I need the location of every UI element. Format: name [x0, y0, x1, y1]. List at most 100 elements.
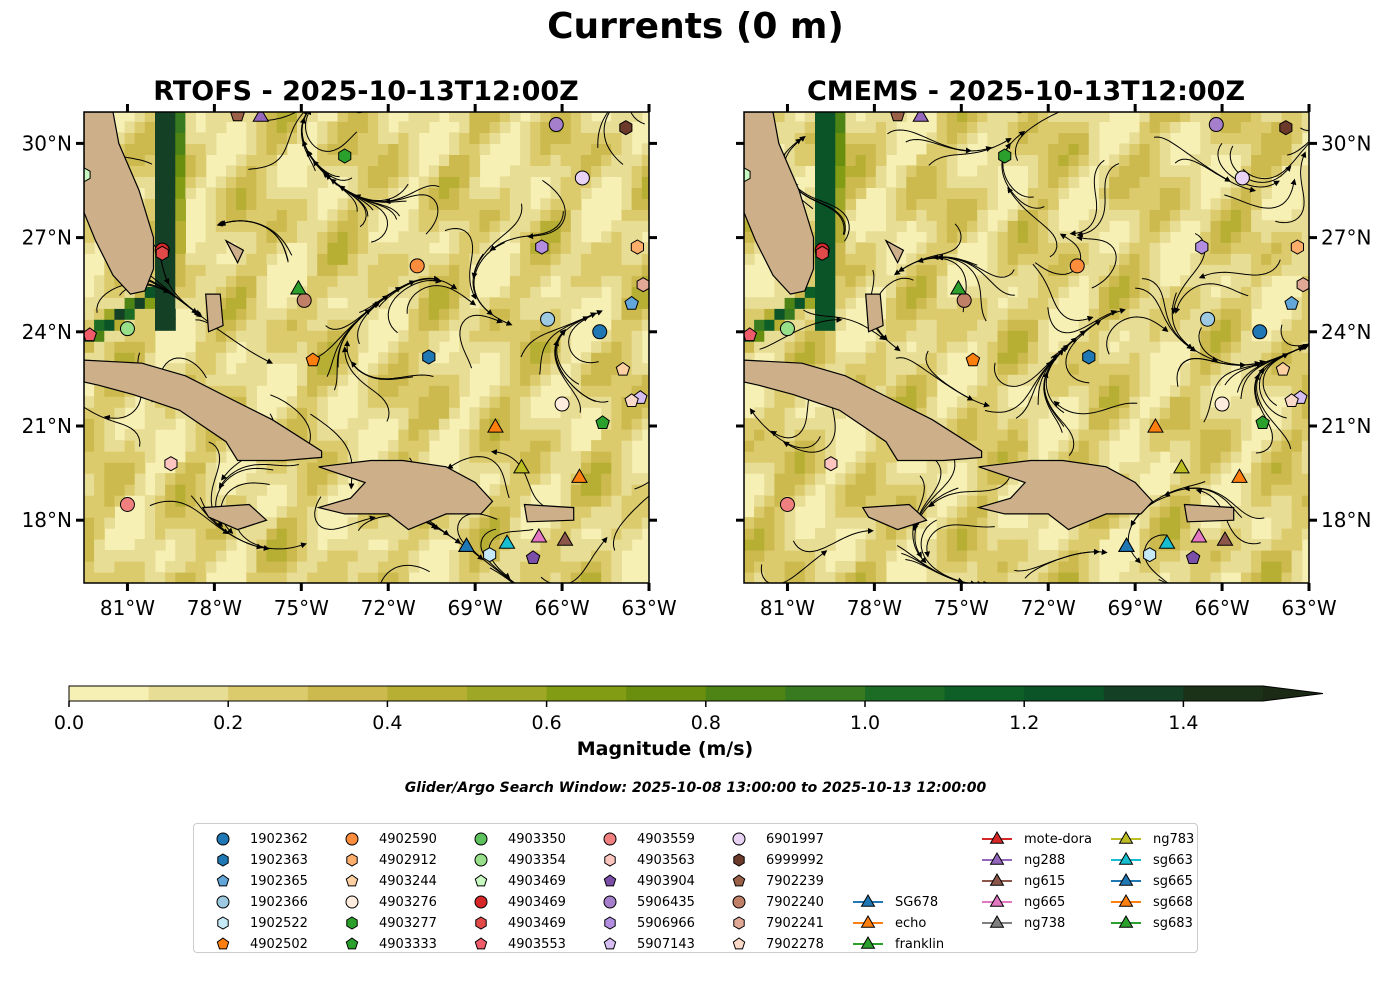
rtofs-panel-title: RTOFS - 2025-10-13T12:00Z — [153, 76, 579, 107]
circle-marker-icon — [603, 895, 617, 909]
circle-marker-icon — [216, 895, 230, 909]
legend-marker — [989, 851, 1005, 865]
platform-marker-ng615 — [1216, 530, 1234, 546]
legend-label: SG678 — [895, 894, 939, 910]
triangle-marker-icon — [853, 893, 883, 907]
triangle-marker-icon — [1111, 914, 1141, 928]
legend-label: 7902241 — [766, 915, 824, 931]
legend-label: sg665 — [1153, 873, 1193, 889]
legend-item: 4903553 — [464, 934, 566, 954]
platform-marker-mote-dora — [809, 96, 824, 109]
platform-marker-ng665 — [1190, 527, 1208, 543]
legend-marker — [345, 874, 359, 887]
platform-marker-1902363 — [1082, 349, 1096, 365]
legend-marker — [1118, 893, 1134, 907]
platform-marker-1902362 — [1252, 324, 1268, 340]
legend-marker — [733, 853, 745, 867]
platform-marker-4903469 — [155, 245, 169, 261]
legend-item: 4903559 — [593, 829, 695, 849]
legend-marker — [860, 893, 876, 907]
legend-marker — [345, 937, 359, 950]
colorbar-swatch — [69, 686, 150, 701]
map-ticks: 81°W 78°W 75°W 72°W 69°W 66°W 63°W 30°N 27°N 24°N… — [736, 104, 1371, 620]
y-tick-label: 27°N — [22, 226, 72, 250]
legend-marker — [604, 916, 616, 930]
colorbar-swatch — [705, 686, 786, 701]
legend-item: franklin — [851, 934, 944, 954]
legend-marker — [603, 937, 617, 950]
legend-item: 4903277 — [335, 913, 437, 933]
platform-marker-7902240 — [296, 292, 312, 308]
hexagon-marker-icon — [733, 853, 745, 867]
legend-marker — [1118, 914, 1134, 928]
colorbar-tick-label: 0.4 — [372, 712, 402, 734]
platform-marker-5906435 — [1208, 117, 1224, 133]
legend-item: 4903469 — [464, 871, 566, 891]
legend-label: 7902278 — [766, 936, 824, 952]
colorbar-swatch — [785, 686, 866, 701]
legend-marker — [1118, 851, 1134, 865]
triangle-marker-icon — [853, 935, 883, 949]
colorbar-swatch — [228, 686, 309, 701]
legend-label: 6999992 — [766, 852, 824, 868]
circle-marker-icon — [732, 832, 746, 846]
legend-label: ng288 — [1024, 852, 1066, 868]
platform-marker-sg665 — [1118, 537, 1135, 552]
land-masses — [84, 112, 575, 531]
legend-item: 1902366 — [206, 892, 308, 912]
legend-marker — [732, 895, 746, 909]
colorbar-swatch — [944, 686, 1025, 701]
hexagon-marker-icon — [217, 916, 229, 930]
legend-marker — [346, 853, 358, 867]
colorbar-tick-label: 0.0 — [54, 712, 84, 734]
platform-marker-4903276 — [1214, 396, 1230, 412]
pentagon-marker-icon — [345, 937, 359, 950]
cmems-map-panel: 81°W 78°W 75°W 72°W 69°W 66°W 63°W 30°N 27°N 24°N… — [736, 96, 1371, 620]
legend-label: sg683 — [1153, 915, 1193, 931]
legend-item: 7902239 — [722, 871, 824, 891]
y-tick-label: 30°N — [22, 131, 72, 155]
legend-marker — [474, 832, 488, 846]
legend-marker — [989, 872, 1005, 886]
x-tick-label: 66°W — [1194, 596, 1249, 620]
legend-marker — [603, 895, 617, 909]
circle-marker-icon — [345, 895, 359, 909]
platform-marker-7902241 — [1296, 277, 1309, 293]
legend-label: 6901997 — [766, 831, 824, 847]
platform-marker-franklin — [949, 279, 967, 295]
platform-marker-mote-dora — [149, 96, 164, 109]
legend-item: 7902278 — [722, 934, 824, 954]
legend-label: 4903354 — [508, 852, 566, 868]
x-tick-label: 75°W — [274, 596, 329, 620]
legend-label: ng738 — [1024, 915, 1066, 931]
legend-label: 1902365 — [250, 873, 308, 889]
legend-item: 4903469 — [464, 913, 566, 933]
triangle-marker-icon — [982, 914, 1012, 928]
platform-marker-4902590 — [409, 258, 425, 274]
colorbar-swatch — [546, 686, 627, 701]
colorbar-tick-label: 1.2 — [1009, 712, 1039, 734]
platform-marker-ng665 — [530, 527, 548, 543]
pentagon-marker-icon — [216, 874, 230, 887]
current-magnitude-field — [84, 112, 649, 583]
platform-marker-4902590 — [1069, 258, 1085, 274]
platform-marker-4903563 — [824, 456, 838, 472]
legend-item: 4903563 — [593, 850, 695, 870]
figure-title: Currents (0 m) — [547, 6, 844, 47]
x-tick-label: 63°W — [1281, 596, 1336, 620]
platform-marker-4903244 — [1275, 361, 1291, 376]
colorbar-swatch — [1183, 686, 1264, 701]
platform-marker-ng783 — [513, 458, 530, 474]
platform-marker-4902912 — [1290, 239, 1304, 255]
pentagon-marker-icon — [474, 874, 488, 887]
legend-label: mote-dora — [1024, 831, 1092, 847]
legend-label: 1902362 — [250, 831, 308, 847]
legend-label: 4902590 — [379, 831, 437, 847]
land-puertorico — [523, 503, 575, 523]
legend-label: 4903904 — [637, 873, 695, 889]
pentagon-marker-icon — [603, 937, 617, 950]
legend-item: 5907143 — [593, 934, 695, 954]
figure-canvas: 81°W 78°W 75°W 72°W 69°W 66°W 63°W 30°N 27°N 24°N… — [22, 96, 1371, 734]
legend-marker — [989, 893, 1005, 907]
x-tick-label: 72°W — [1021, 596, 1076, 620]
